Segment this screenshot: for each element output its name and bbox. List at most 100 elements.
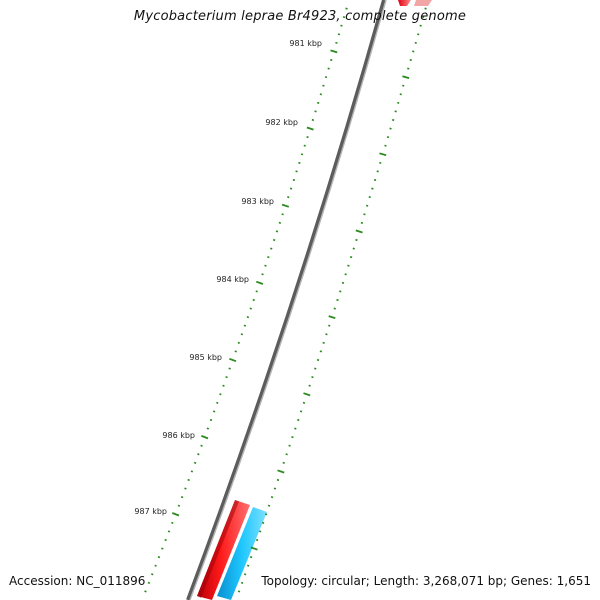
inner-ring-minor-tick: [319, 93, 323, 96]
inner-ring-minor-tick: [206, 427, 210, 430]
inner-ring-minor-tick: [154, 564, 157, 567]
outer-ring-minor-tick: [325, 333, 328, 336]
inner-ring-minor-tick: [161, 547, 164, 550]
outer-ring-minor-tick: [407, 67, 410, 70]
inner-ring-minor-tick: [314, 110, 317, 113]
outer-ring-minor-tick: [261, 521, 265, 524]
inner-ring-minor-tick: [177, 504, 181, 507]
inner-ring-major-tick: [281, 203, 290, 208]
outer-ring-minor-tick: [264, 513, 268, 516]
outer-ring-minor-tick: [319, 350, 323, 353]
outer-ring-minor-tick: [421, 16, 425, 19]
outer-ring-minor-tick: [402, 84, 405, 87]
inner-ring-minor-tick: [272, 238, 276, 242]
inner-ring-minor-tick: [246, 316, 250, 319]
inner-ring-minor-tick: [303, 144, 306, 147]
tick-labels: 981 kbp 982 kbp 983 kbp 984 kbp 985 kbp …: [134, 39, 322, 516]
outer-ring-minor-tick: [302, 401, 306, 404]
inner-ring-minor-tick: [234, 350, 237, 353]
outer-ring-minor-tick: [246, 564, 250, 567]
outer-ring-minor-tick: [397, 101, 400, 104]
inner-ring-minor-tick: [249, 307, 252, 310]
inner-ring-minor-tick: [144, 590, 147, 593]
outer-ring-minor-tick: [308, 384, 311, 387]
inner-ring-minor-tick: [157, 556, 161, 559]
outer-ring-minor-tick: [267, 504, 271, 507]
forward-gene-feature: [197, 500, 250, 600]
outer-ring-minor-tick: [336, 298, 339, 302]
outer-ring-minor-tick: [288, 444, 291, 447]
outer-ring-minor-tick: [249, 556, 253, 559]
outer-ring-minor-tick: [414, 41, 417, 44]
outer-ring-minor-tick: [237, 590, 241, 593]
inner-ring-minor-tick: [311, 118, 315, 122]
inner-ring-minor-tick: [316, 101, 320, 104]
inner-ring-minor-tick: [180, 496, 184, 499]
accession-text: Accession: NC_011896: [9, 574, 146, 588]
outer-ring-minor-tick: [314, 367, 317, 370]
outer-ring-minor-tick: [417, 33, 420, 36]
outer-ring-major-tick: [402, 75, 410, 79]
outer-ring-minor-tick: [373, 178, 377, 182]
inner-ring-minor-tick: [298, 161, 301, 164]
outer-ring-minor-tick: [322, 341, 325, 344]
outer-ring-minor-tick: [419, 24, 422, 27]
tick-label-986kbp: 986 kbp: [162, 431, 195, 440]
inner-ring-major-tick: [229, 357, 237, 363]
outer-ring-major-tick: [328, 315, 336, 320]
outer-ring-minor-tick: [424, 7, 427, 10]
forward-gene-feature-top-pale: [414, 0, 432, 6]
outer-ring-major-tick: [303, 392, 311, 397]
outer-ring-minor-tick: [316, 358, 320, 362]
inner-ring-major-tick: [330, 49, 338, 54]
inner-ring-minor-tick: [300, 153, 304, 156]
inner-tick-marks: [144, 7, 348, 593]
outer-ring-major-tick: [355, 229, 363, 234]
outer-ring-minor-tick: [297, 418, 300, 422]
outer-ring-minor-tick: [368, 196, 371, 199]
outer-ring-minor-tick: [363, 213, 366, 216]
outer-ring-minor-tick: [341, 281, 345, 284]
inner-ring-minor-tick: [222, 384, 225, 387]
inner-ring-minor-tick: [337, 33, 341, 36]
outer-ring-minor-tick: [328, 324, 331, 327]
outer-ring-minor-tick: [255, 538, 259, 542]
inner-ring-minor-tick: [209, 418, 213, 422]
inner-ring-minor-tick: [342, 16, 346, 19]
outer-ring-minor-tick: [299, 410, 303, 413]
outer-ring-minor-tick: [409, 58, 412, 62]
tick-label-982kbp: 982 kbp: [265, 118, 298, 127]
inner-ring-minor-tick: [237, 341, 240, 344]
outer-ring-minor-tick: [384, 144, 387, 147]
inner-ring-major-tick: [306, 126, 314, 131]
outer-ring-major-tick: [277, 469, 285, 474]
outer-ring-minor-tick: [352, 247, 355, 250]
inner-ring-minor-tick: [255, 290, 258, 293]
tick-label-987kbp: 987 kbp: [134, 507, 167, 516]
inner-ring-minor-tick: [335, 41, 338, 44]
outer-ring-minor-tick: [394, 110, 397, 113]
outer-ring-minor-tick: [386, 136, 390, 139]
outer-ring-minor-tick: [412, 50, 415, 53]
outer-ring-minor-tick: [371, 187, 374, 190]
inner-ring-minor-tick: [184, 487, 187, 490]
genome-backbone-highlight: [189, 0, 387, 600]
inner-ring-minor-tick: [190, 470, 194, 473]
outer-ring-minor-tick: [389, 127, 392, 130]
inner-ring-minor-tick: [270, 247, 273, 250]
forward-gene-feature-top: [398, 0, 411, 6]
inner-ring-minor-tick: [264, 264, 267, 267]
outer-ring-minor-tick: [294, 427, 297, 430]
outer-ring-minor-tick: [333, 307, 336, 310]
inner-ring-minor-tick: [330, 58, 333, 62]
outer-ring-minor-tick: [273, 487, 277, 490]
outer-ring-major-tick: [379, 152, 387, 157]
outer-ring-minor-tick: [291, 436, 294, 439]
outer-ring-minor-tick: [243, 573, 247, 576]
inner-ring-minor-tick: [278, 221, 282, 224]
outer-ring-minor-tick: [311, 376, 314, 379]
inner-ring-minor-tick: [340, 24, 343, 27]
inner-ring-minor-tick: [275, 230, 279, 233]
inner-ring-minor-tick: [167, 530, 171, 533]
